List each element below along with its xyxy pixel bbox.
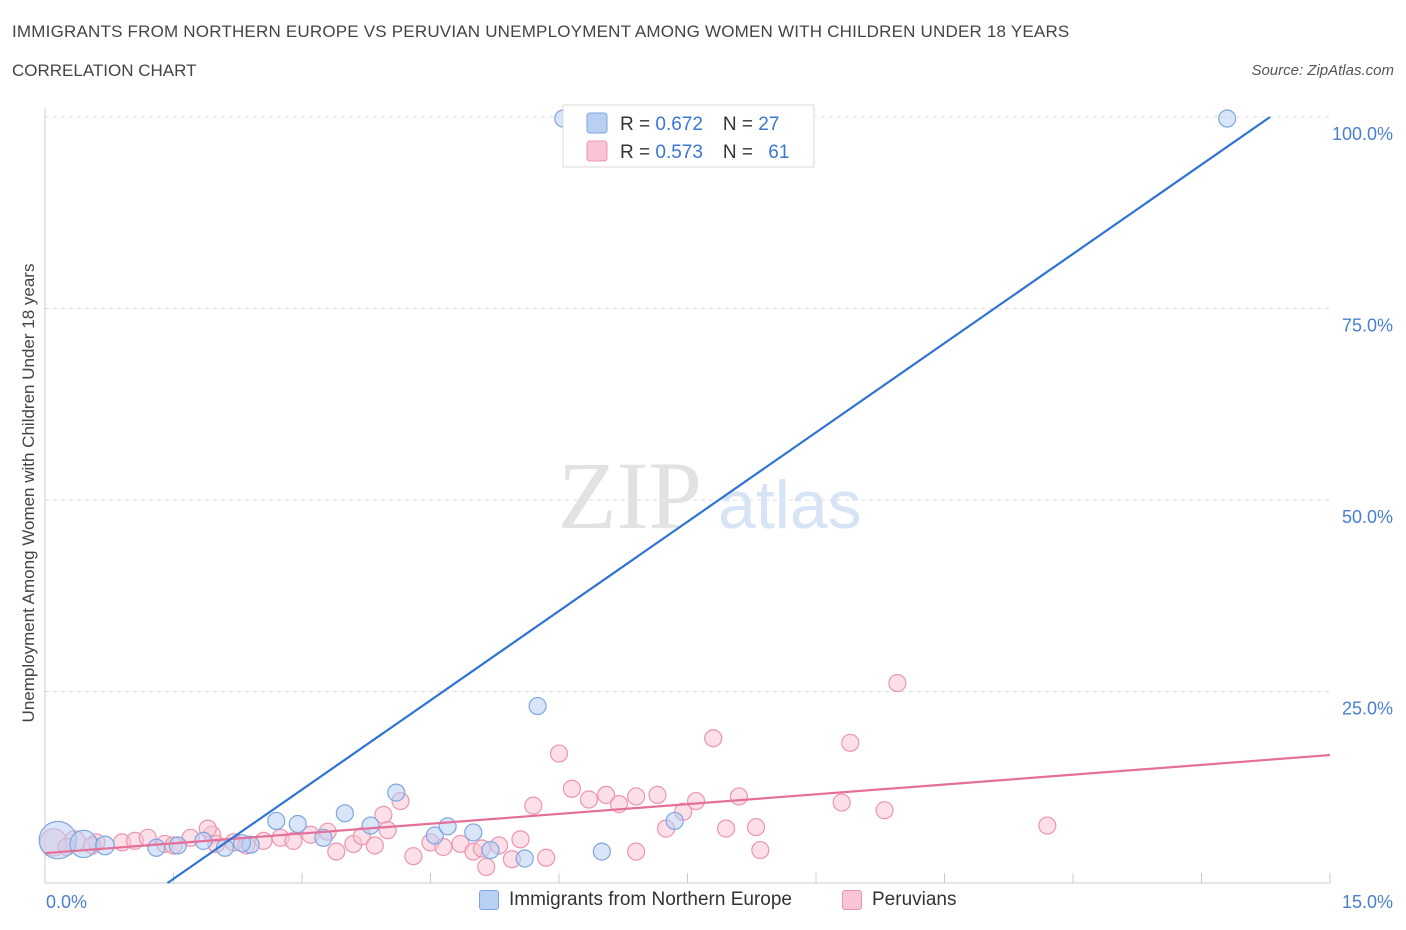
y-axis-title: Unemployment Among Women with Children U… <box>19 264 38 723</box>
immigrants-point-17 <box>481 840 500 860</box>
immigrants-point-19 <box>528 696 547 716</box>
immigrants-point-2 <box>95 835 115 856</box>
immigrants-point-13 <box>387 783 406 802</box>
peruvians-point-15 <box>284 831 303 850</box>
y-tick-labels: 100.0% 75.0% 50.0% 25.0% <box>1332 124 1393 719</box>
peruvians-point-48 <box>746 817 766 837</box>
legend-swatch-pink <box>586 140 608 162</box>
immigrants-point-8 <box>267 811 286 831</box>
immigrants-point-25 <box>1218 109 1237 128</box>
peruvians-point-32 <box>511 830 530 849</box>
immigrants-point-1 <box>69 829 98 859</box>
immigrants-point-10 <box>314 828 333 847</box>
peruvians-point-37 <box>579 790 599 809</box>
series-legend: Immigrants from Northern Europe Peruvian… <box>0 889 1406 915</box>
x-tick-label-min: 0.0% <box>46 892 87 912</box>
legend-r-label-pink: R = <box>620 142 655 163</box>
immigrants-point-14 <box>425 826 444 845</box>
trend-line-immigrants <box>166 116 1271 884</box>
peruvians-point-38 <box>597 785 616 805</box>
peruvians-point-34 <box>537 848 556 867</box>
peruvians-point-50 <box>832 793 851 812</box>
peruvians-point-40 <box>626 787 646 806</box>
legend-swatch-blue <box>586 112 608 134</box>
immigrants-point-21 <box>665 811 684 831</box>
peruvians-point-59 <box>477 857 496 877</box>
immigrants-point-12 <box>361 816 380 835</box>
peruvians-point-51 <box>841 733 860 752</box>
legend-item-immigrants[interactable]: Immigrants from Northern Europe <box>479 889 792 911</box>
legend-swatch-immigrants <box>479 890 499 910</box>
grid-lines <box>45 116 1330 692</box>
source-label: Source: ZipAtlas.com <box>1251 62 1394 79</box>
x-tick-labels: 0.0% 15.0% <box>46 892 1393 912</box>
y-tick-label-2: 50.0% <box>1342 507 1393 527</box>
trend-lines <box>44 116 1331 884</box>
peruvians-point-52 <box>875 801 894 820</box>
legend-row-pink: R = 0.573 N = 61 <box>620 142 789 163</box>
legend-r-value-blue: 0.672 <box>655 114 703 135</box>
immigrants-point-9 <box>288 814 307 834</box>
immigrants-point-18 <box>515 849 534 868</box>
chart-title: IMMIGRANTS FROM NORTHERN EUROPE VS PERUV… <box>12 22 1070 41</box>
peruvians-point-36 <box>562 779 581 798</box>
legend-n-value-pink: 61 <box>768 142 789 163</box>
legend-label-peruvians: Peruvians <box>872 889 957 910</box>
legend-label-immigrants: Immigrants from Northern Europe <box>509 889 792 910</box>
immigrants-point-4 <box>168 836 187 855</box>
peruvians-point-24 <box>404 847 423 866</box>
peruvians-point-58 <box>378 821 397 840</box>
peruvians-point-18 <box>327 842 346 861</box>
peruvians-point-53 <box>888 673 907 693</box>
legend-item-peruvians[interactable]: Peruvians <box>842 889 957 911</box>
correlation-legend: R = 0.672 N = 27 R = 0.573 N = 61 <box>562 104 815 168</box>
peruvians-point-45 <box>704 729 723 748</box>
series-peruvians-points <box>39 673 1057 877</box>
trend-line-peruvians <box>44 753 1331 855</box>
watermark-atlas: atlas <box>718 467 862 543</box>
peruvians-point-49 <box>751 840 770 860</box>
watermark-zip: ZIP <box>558 442 702 549</box>
y-tick-label-3: 25.0% <box>1342 699 1393 719</box>
legend-n-value-blue: 27 <box>758 114 779 135</box>
peruvians-point-47 <box>729 787 749 806</box>
legend-swatch-peruvians <box>842 890 862 910</box>
peruvians-point-44 <box>686 791 706 811</box>
immigrants-point-3 <box>147 838 166 857</box>
peruvians-point-33 <box>524 796 543 815</box>
peruvians-point-21 <box>365 836 384 855</box>
chart-subtitle: CORRELATION CHART <box>12 61 197 80</box>
legend-r-value-pink: 0.573 <box>655 142 703 163</box>
axis-ticks <box>44 873 1331 883</box>
legend-row-blue: R = 0.672 N = 27 <box>620 114 779 135</box>
immigrants-point-20 <box>592 842 611 861</box>
peruvians-point-54 <box>1038 816 1057 835</box>
peruvians-point-60 <box>626 842 646 861</box>
immigrants-point-11 <box>335 804 354 823</box>
peruvians-point-41 <box>648 785 667 805</box>
legend-n-label-blue: N = <box>723 114 758 135</box>
watermark: ZIP atlas <box>558 442 862 549</box>
x-tick-label-max: 15.0% <box>1342 892 1393 912</box>
legend-r-label-blue: R = <box>620 114 655 135</box>
peruvians-point-46 <box>716 819 736 838</box>
immigrants-point-15 <box>438 817 457 836</box>
peruvians-point-35 <box>549 744 569 763</box>
y-tick-label-1: 75.0% <box>1342 316 1393 336</box>
immigrants-point-16 <box>464 823 483 842</box>
y-tick-label-0: 100.0% <box>1332 124 1393 144</box>
legend-n-label-pink: N = <box>723 142 758 163</box>
